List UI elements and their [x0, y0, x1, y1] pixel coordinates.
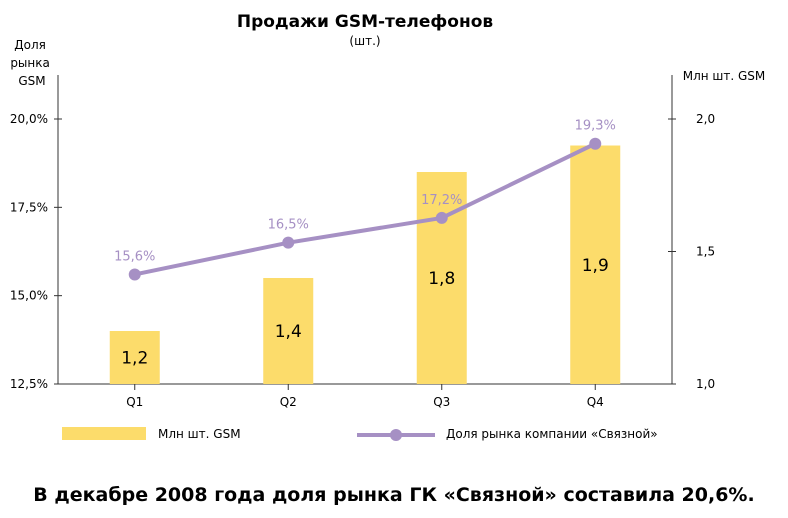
- legend-label-bars: Млн шт. GSM: [158, 427, 241, 441]
- left-axis-ticks: 12,5% 15,0% 17,5% 20,0%: [10, 112, 62, 391]
- legend: Млн шт. GSM Доля рынка компании «Связной…: [62, 427, 658, 441]
- x-axis-tick-label: Q2: [280, 395, 297, 409]
- bar: [416, 172, 467, 384]
- left-axis-tick-label: 15,0%: [10, 289, 48, 303]
- line-point-label: 19,3%: [575, 119, 616, 134]
- x-axis-ticks: Q1 Q2 Q3 Q4: [126, 384, 604, 409]
- right-axis-tick-label: 1,0: [696, 377, 715, 391]
- left-axis-title-line: рынка: [10, 56, 50, 70]
- legend-swatch-marker: [390, 429, 402, 441]
- bar-series: 1,2 1,4 1,8 1,9: [109, 145, 621, 384]
- line-series: 15,6% 16,5% 17,2% 19,3%: [114, 119, 616, 281]
- right-axis-tick-label: 1,5: [696, 245, 715, 259]
- left-axis-tick-label: 20,0%: [10, 112, 48, 126]
- legend-label-line: Доля рынка компании «Связной»: [446, 427, 658, 441]
- bar-value-label: 1,9: [582, 256, 609, 276]
- left-axis-title-line: Доля: [14, 38, 46, 52]
- left-axis-tick-label: 12,5%: [10, 377, 48, 391]
- bar: [109, 331, 160, 384]
- right-axis-tick-label: 2,0: [696, 112, 715, 126]
- legend-swatch-bars: [62, 427, 146, 440]
- bar: [263, 278, 314, 384]
- x-axis-tick-label: Q3: [433, 395, 450, 409]
- bar-value-label: 1,2: [121, 349, 148, 369]
- series-line: [134, 141, 597, 277]
- bar-value-label: 1,4: [275, 322, 302, 342]
- bar-value-label: 1,8: [428, 269, 455, 289]
- line-point: [282, 236, 295, 249]
- x-axis-tick-label: Q1: [126, 395, 143, 409]
- line-point-label: 15,6%: [114, 249, 155, 264]
- left-axis-title-line: GSM: [18, 74, 45, 88]
- line-point: [589, 137, 602, 150]
- left-axis-tick-label: 17,5%: [10, 200, 48, 214]
- chart-title: Продажи GSM-телефонов: [237, 12, 494, 32]
- right-axis-ticks: 1,0 1,5 2,0: [668, 112, 715, 391]
- chart-subtitle: (шт.): [349, 34, 380, 48]
- line-point-label: 17,2%: [421, 193, 462, 208]
- left-axis-title: Доля рынка GSM: [10, 38, 53, 88]
- line-point: [435, 211, 448, 224]
- line-point-label: 16,5%: [268, 218, 309, 233]
- bar: [570, 145, 621, 384]
- right-axis-title: Млн шт. GSM: [683, 69, 766, 83]
- line-point: [128, 268, 141, 281]
- footnote: В декабре 2008 года доля рынка ГК «Связн…: [33, 484, 755, 506]
- x-axis-tick-label: Q4: [587, 395, 604, 409]
